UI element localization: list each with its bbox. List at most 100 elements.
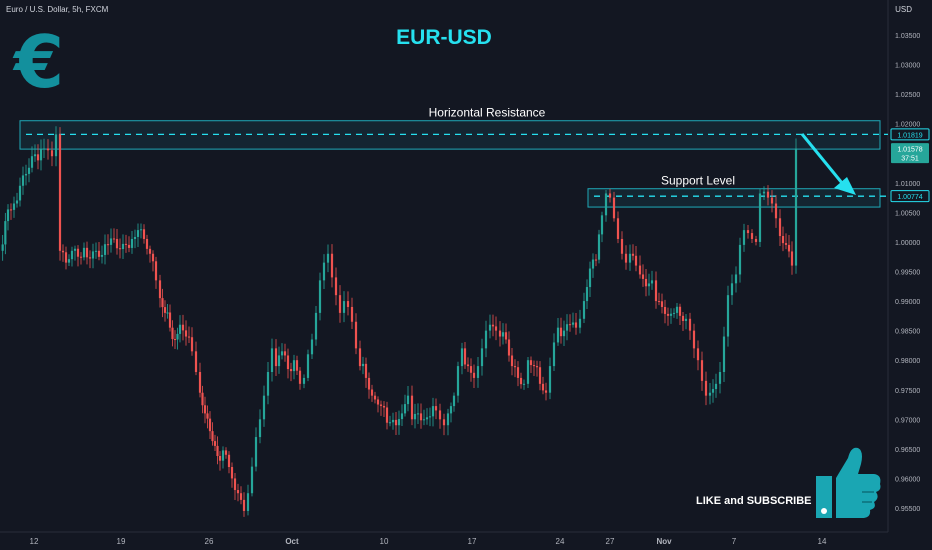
x-tick-label: Oct xyxy=(285,537,299,546)
candle-body xyxy=(480,348,484,367)
candle-body xyxy=(61,250,65,253)
candle-body xyxy=(106,244,110,246)
candle-body xyxy=(446,413,450,426)
candle-body xyxy=(250,466,254,494)
candle-body xyxy=(97,250,101,257)
candle-body xyxy=(650,280,654,284)
candle-body xyxy=(350,306,354,322)
candle-body xyxy=(394,419,398,426)
level-label: Horizontal Resistance xyxy=(429,106,546,120)
candle-body xyxy=(322,262,326,281)
candle-body xyxy=(460,348,464,367)
candle-body xyxy=(738,244,742,275)
candle-body xyxy=(425,417,429,420)
candle-body xyxy=(184,330,188,337)
y-tick-label: 1.03500 xyxy=(895,33,920,40)
candle-body xyxy=(176,333,179,340)
candle-body xyxy=(161,298,164,308)
x-tick-label: 19 xyxy=(117,537,126,546)
candle-body xyxy=(704,380,708,396)
candle-body xyxy=(181,324,185,331)
candle-body xyxy=(318,280,322,313)
candle-body xyxy=(535,366,539,368)
x-tick-label: 12 xyxy=(30,537,39,546)
candle-body xyxy=(302,377,306,384)
candle-body xyxy=(416,413,420,415)
y-tick-label: 0.96500 xyxy=(895,447,920,454)
candle-body xyxy=(30,156,34,168)
candle-body xyxy=(201,392,204,406)
candle-body xyxy=(334,277,338,296)
candle-body xyxy=(631,253,635,256)
x-tick-label: 10 xyxy=(380,537,389,546)
candle-body xyxy=(585,287,589,302)
candle-body xyxy=(681,315,685,321)
candle-body xyxy=(1,244,4,251)
candle-body xyxy=(494,326,498,331)
candle-body xyxy=(510,355,514,367)
candle-body xyxy=(678,306,682,316)
candle-body xyxy=(342,301,346,313)
candle-body xyxy=(213,441,217,446)
candle-body xyxy=(413,413,417,420)
candle-body xyxy=(469,366,473,373)
candle-body xyxy=(612,197,616,219)
candle-body xyxy=(696,348,700,361)
candle-body xyxy=(24,173,28,176)
candle-body xyxy=(463,348,467,365)
countdown-badge xyxy=(891,152,929,164)
candle-body xyxy=(211,431,214,442)
chart-title: EUR-USD xyxy=(396,26,492,49)
candle-body xyxy=(85,247,89,258)
thumbs-up-icon xyxy=(816,447,881,518)
candle-body xyxy=(224,450,228,455)
candle-body xyxy=(100,254,104,257)
candle-body xyxy=(103,244,107,255)
candle-body xyxy=(762,191,766,194)
candle-body xyxy=(628,253,632,263)
candle-body xyxy=(15,200,19,204)
candle-body xyxy=(692,330,696,349)
y-tick-label: 1.02500 xyxy=(895,92,920,99)
y-tick-label: 0.99500 xyxy=(895,270,920,277)
candle-body xyxy=(516,367,520,378)
arrow-head xyxy=(834,177,856,195)
candle-body xyxy=(112,238,116,240)
candle-body xyxy=(58,134,62,251)
candle-body xyxy=(314,312,318,340)
candle-body xyxy=(233,478,237,491)
candle-body xyxy=(624,253,628,263)
candle-body xyxy=(118,248,122,250)
candle-body xyxy=(608,193,612,198)
candle-body xyxy=(529,360,533,366)
candle-body xyxy=(504,332,508,340)
candle-body xyxy=(770,197,774,204)
candle-body xyxy=(94,250,98,252)
candle-body xyxy=(9,209,13,211)
price-badge xyxy=(890,190,930,203)
candle-body xyxy=(660,301,664,307)
arrow-shaft xyxy=(800,133,844,184)
y-tick-label: 0.98500 xyxy=(895,329,920,336)
candle-body xyxy=(364,363,368,378)
x-tick-label: 26 xyxy=(205,537,214,546)
candle-body xyxy=(582,301,586,319)
candle-body xyxy=(562,330,566,337)
candle-body xyxy=(548,366,552,393)
candle-body xyxy=(64,252,68,263)
candle-body xyxy=(634,255,638,266)
candle-body xyxy=(166,312,169,314)
candle-body xyxy=(33,154,37,157)
candle-body xyxy=(36,154,40,161)
x-tick-label: Nov xyxy=(656,537,672,546)
candle-body xyxy=(361,363,365,367)
candle-body xyxy=(73,248,77,251)
candle-body xyxy=(50,150,54,157)
candle-body xyxy=(258,419,262,438)
candle-body xyxy=(766,191,770,198)
candle-body xyxy=(148,248,152,254)
y-tick-label: 0.98000 xyxy=(895,358,920,365)
candle-body xyxy=(79,256,83,258)
